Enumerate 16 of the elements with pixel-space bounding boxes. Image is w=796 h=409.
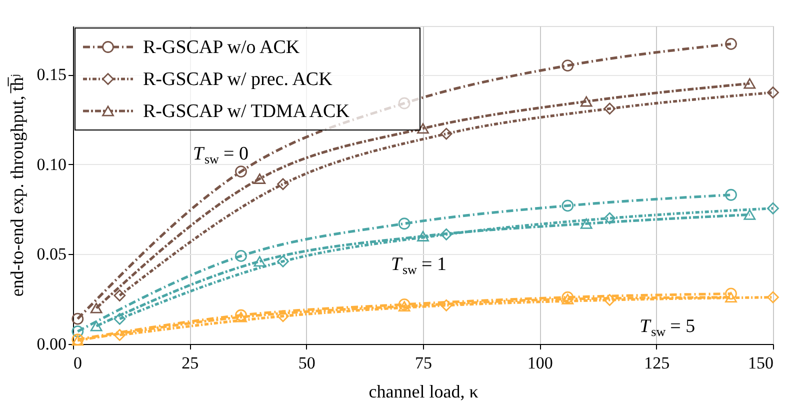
x-tick-label: 100 xyxy=(527,354,553,372)
y-tick-label: 0.00 xyxy=(36,334,66,354)
x-tick-label: 150 xyxy=(748,354,774,372)
x-tick-label: 0 xyxy=(74,354,82,372)
x-tick-label: 125 xyxy=(644,354,670,372)
y-axis-title: end-to-end exp. throughput, t̅h̅ʲ xyxy=(6,74,27,297)
legend-label: R-GSCAP w/o ACK xyxy=(143,37,300,58)
legend-label: R-GSCAP w/ TDMA ACK xyxy=(143,101,350,122)
y-tick-label: 0.15 xyxy=(36,65,66,84)
y-tick-label: 0.10 xyxy=(36,154,66,174)
legend-label: R-GSCAP w/ prec. ACK xyxy=(143,69,333,90)
x-axis-title: channel load, κ xyxy=(368,382,478,402)
x-tick-label: 50 xyxy=(298,354,316,372)
x-tick-label: 75 xyxy=(415,354,432,372)
y-tick-label: 0.05 xyxy=(36,244,66,264)
x-tick-label: 25 xyxy=(182,354,199,372)
